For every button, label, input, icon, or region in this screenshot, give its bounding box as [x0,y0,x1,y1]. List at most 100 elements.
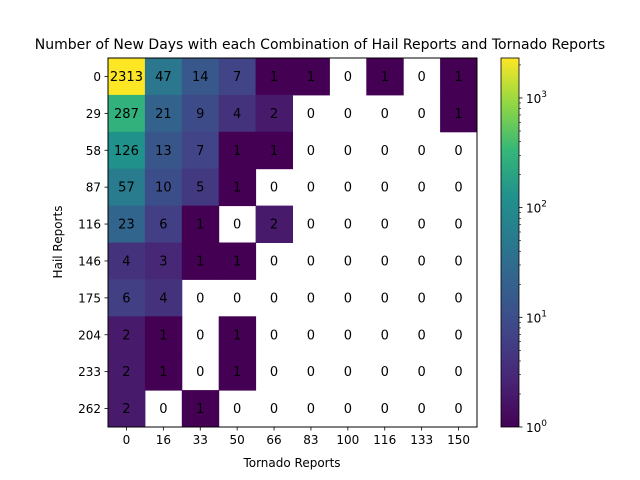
cell-value-label: 0 [233,291,241,306]
cell-value-label: 4 [122,254,130,269]
cell-value-label: 126 [114,144,139,159]
cell-value-label: 0 [344,70,352,85]
cell-value-label: 2313 [110,70,143,85]
heatmap-cell [181,205,220,243]
heatmap-cell [255,131,293,170]
cell-value-label: 14 [192,70,209,85]
cell-value-label: 0 [418,181,426,196]
y-tick-label: 0 [93,70,101,84]
cell-value-label: 0 [344,291,352,306]
cell-value-label: 0 [344,181,352,196]
cell-value-label: 2 [122,402,130,417]
cell-value-label: 7 [196,144,204,159]
heatmap-cell [181,168,220,207]
cell-value-label: 0 [344,402,352,417]
heatmap-cell [144,353,183,391]
cell-value-label: 0 [270,254,278,269]
heatmap-cell [255,94,293,133]
cell-value-label: 6 [122,291,130,306]
colorbar-tick-label: 102 [526,200,547,216]
cell-value-label: 0 [381,291,389,306]
cell-value-label: 287 [114,107,139,122]
heatmap-cell [144,316,183,354]
heatmap-cell [440,58,478,96]
cell-value-label: 0 [196,328,204,343]
cell-value-label: 0 [454,365,462,380]
y-tick-label: 233 [78,365,101,379]
heatmap-cell [108,94,146,133]
cell-value-label: 5 [196,181,204,196]
cell-value-label: 10 [155,181,172,196]
heatmap-cell [218,94,257,133]
cell-value-label: 1 [159,365,167,380]
y-tick-label: 146 [78,254,101,268]
x-tick-label: 33 [193,433,208,447]
cell-value-label: 0 [454,254,462,269]
cell-value-label: 23 [118,218,135,233]
cell-value-label: 0 [418,328,426,343]
y-axis: 0 29 58 87 116 146 175 204 233 262 [78,70,108,416]
heatmap-cell [144,94,183,133]
cell-value-label: 1 [233,328,241,343]
cell-value-label: 0 [196,291,204,306]
cell-value-label: 0 [233,218,241,233]
heatmap-cell [144,279,183,317]
x-tick-label: 150 [447,433,470,447]
cell-value-label: 1 [196,254,204,269]
cell-value-label: 2 [270,218,278,233]
cell-value-label: 0 [381,254,389,269]
cell-value-label: 0 [418,402,426,417]
heatmap-cell [181,94,220,133]
cell-value-label: 47 [155,70,172,85]
colorbar-frame [500,57,520,428]
heatmap-cell [440,94,478,133]
cell-value-label: 0 [418,254,426,269]
cell-value-label: 0 [307,107,315,122]
heatmap-cell [144,242,183,280]
cell-value-label: 0 [270,365,278,380]
cell-value-label: 0 [307,181,315,196]
cell-value-label: 0 [344,254,352,269]
heatmap-cell [255,58,293,96]
colorbar: 100 101 102 103 [500,57,547,435]
heatmap-cell [181,131,220,170]
colorbar-tick-label: 103 [526,90,547,106]
cell-value-label: 0 [418,107,426,122]
cell-value-label: 0 [344,328,352,343]
x-tick-label: 100 [336,433,359,447]
cell-value-label: 0 [418,291,426,306]
cell-value-label: 4 [233,107,241,122]
cell-value-label: 0 [270,181,278,196]
cell-value-label: 3 [159,254,167,269]
cell-value-label: 0 [344,144,352,159]
cell-value-label: 0 [270,402,278,417]
heatmap-cell [218,168,257,207]
heatmap-cell [181,58,220,96]
y-tick-label: 262 [78,402,101,416]
heatmap-cell [144,205,183,243]
cell-value-label: 0 [418,218,426,233]
cell-value-label: 1 [270,144,278,159]
cell-value-label: 0 [381,218,389,233]
chart-title: Number of New Days with each Combination… [35,37,605,53]
cell-value-label: 1 [233,144,241,159]
cell-value-label: 1 [196,402,204,417]
heatmap-cell [108,353,146,391]
cell-value-label: 4 [159,291,167,306]
y-axis-label: Hail Reports [51,206,65,279]
cell-value-label: 0 [344,107,352,122]
cell-value-label: 0 [270,291,278,306]
cell-value-label: 0 [418,70,426,85]
x-tick-label: 133 [410,433,433,447]
heatmap-cell [218,353,257,391]
x-tick-label: 0 [123,433,131,447]
cell-value-label: 0 [454,328,462,343]
colorbar-tick-label: 101 [526,309,547,325]
heatmap-cell [181,242,220,280]
heatmap-cell [108,205,146,243]
cell-value-label: 0 [381,402,389,417]
cell-value-label: 0 [344,218,352,233]
cell-value-label: 0 [307,328,315,343]
heatmap-cell [108,168,146,207]
heatmap-cell [218,242,257,280]
